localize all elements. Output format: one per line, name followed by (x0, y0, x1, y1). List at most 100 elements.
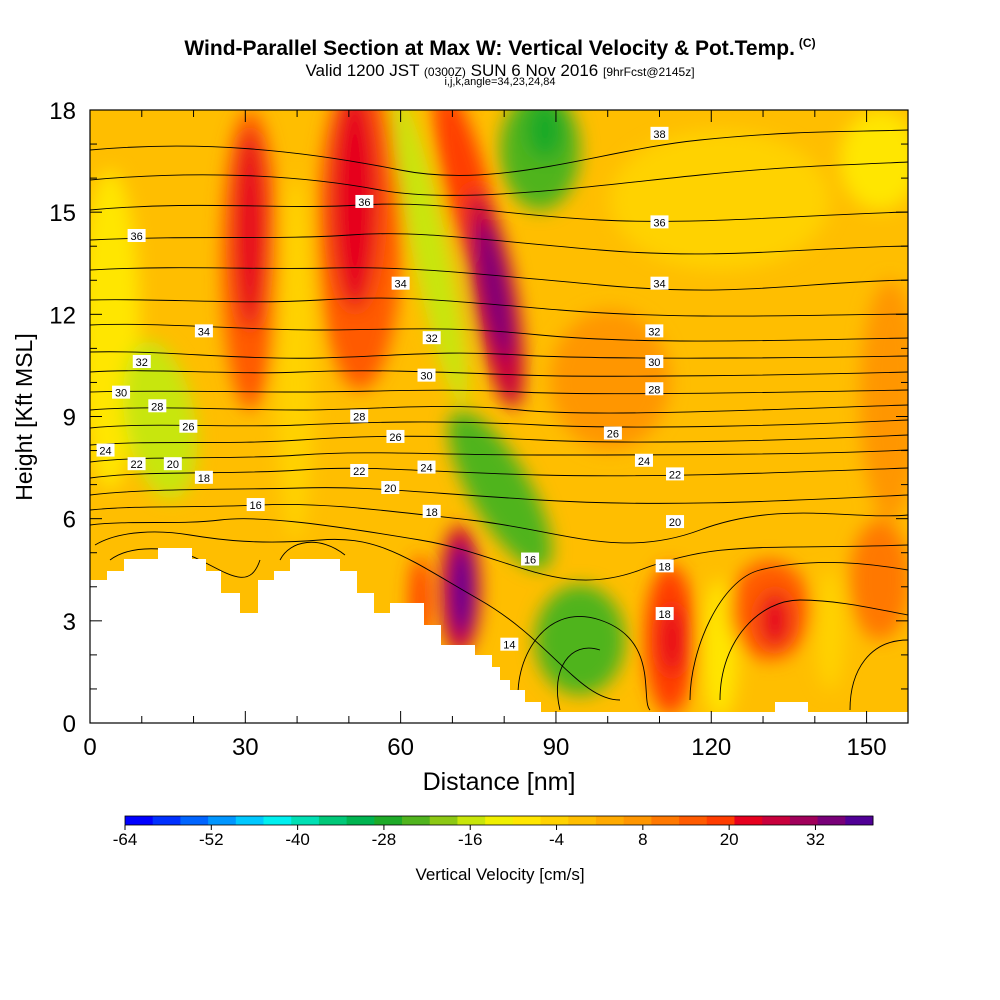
colorbar-swatch (706, 816, 735, 825)
theta-label: 36 (650, 215, 669, 229)
x-tick-label: 120 (691, 734, 731, 761)
colorbar-swatch (595, 816, 625, 825)
svg-text:28: 28 (151, 401, 163, 413)
svg-text:32: 32 (136, 357, 148, 369)
y-tick-label: 6 (63, 507, 76, 534)
svg-text:30: 30 (115, 388, 127, 400)
theta-contour-labels: 36 36 36 38 34 34 34 32 32 32 30 30 30 28 28 28 26 26 26 24… (96, 126, 685, 652)
svg-text:28: 28 (353, 412, 365, 424)
svg-text:28: 28 (648, 384, 660, 396)
theta-label: 32 (422, 331, 441, 345)
svg-text:18: 18 (659, 609, 671, 621)
x-tick-label: 0 (83, 734, 96, 761)
svg-text:14: 14 (503, 640, 515, 652)
colorbar-tick-label: 32 (806, 830, 825, 849)
theta-label: 36 (355, 194, 374, 209)
theta-label: 26 (603, 426, 622, 441)
chart-subtitle: Valid 1200 JST (0300Z) SUN 6 Nov 2016 [9… (0, 61, 1000, 81)
svg-text:16: 16 (524, 555, 536, 567)
theta-label: 18 (422, 504, 441, 519)
x-tick-label: 90 (543, 734, 570, 761)
theta-label: 24 (417, 460, 436, 475)
colorbar-tick-label: 8 (638, 830, 647, 849)
y-tick-label: 0 (63, 711, 76, 738)
terrain-mask (90, 548, 908, 723)
colorbar-tick-label: -52 (199, 830, 224, 849)
subtitle-date: SUN 6 Nov 2016 (470, 61, 599, 80)
svg-text:36: 36 (130, 231, 142, 243)
y-tick-label: 18 (49, 98, 76, 125)
y-tick-label: 15 (49, 200, 76, 227)
svg-text:20: 20 (669, 517, 681, 529)
colorbar-swatch (152, 816, 181, 825)
svg-text:16: 16 (250, 500, 262, 512)
svg-text:30: 30 (420, 371, 432, 383)
svg-text:22: 22 (353, 466, 365, 478)
theta-label: 14 (500, 637, 519, 652)
colorbar-swatch (457, 816, 486, 825)
colorbar-swatch (402, 816, 431, 825)
theta-label: 32 (645, 324, 664, 338)
theta-label: 32 (132, 355, 151, 369)
theta-label: 28 (148, 399, 167, 413)
colorbar-swatch (817, 816, 846, 825)
theta-label: 34 (391, 276, 410, 291)
svg-text:18: 18 (198, 473, 210, 485)
colorbar-swatch (235, 816, 265, 825)
colorbar-swatch (180, 816, 209, 825)
colorbar-swatch (845, 816, 874, 825)
chart-title: Wind-Parallel Section at Max W: Vertical… (184, 36, 816, 60)
colorbar-swatch (374, 816, 403, 825)
colorbar-tick-label: -64 (113, 830, 138, 849)
theta-label: 18 (655, 607, 674, 621)
colorbar-tick-label: -40 (285, 830, 310, 849)
theta-label: 22 (666, 467, 685, 481)
colorbar-tick-label: -28 (372, 830, 397, 849)
colorbar-swatch (318, 816, 348, 825)
colorbar-swatch (125, 816, 154, 825)
svg-text:32: 32 (648, 326, 660, 338)
colorbar-swatch (346, 816, 375, 825)
theta-label: 28 (645, 382, 664, 396)
y-axis-label: Height [Kft MSL] (11, 333, 37, 500)
colorbar-swatch (651, 816, 680, 825)
colorbar-swatch (512, 816, 542, 825)
svg-text:32: 32 (426, 333, 438, 345)
colorbar-swatch (291, 816, 320, 825)
title-mark: (C) (798, 36, 816, 50)
theta-label: 20 (381, 481, 400, 495)
svg-text:26: 26 (389, 432, 401, 444)
svg-text:18: 18 (426, 507, 438, 519)
theta-label: 24 (96, 443, 115, 458)
svg-text:30: 30 (648, 357, 660, 369)
theta-label: 30 (417, 368, 436, 383)
colorbar-swatch (679, 816, 708, 825)
svg-text:34: 34 (653, 279, 665, 291)
colorbar-swatch (208, 816, 237, 825)
colorbar-swatch (540, 816, 569, 825)
colorbar-ticks: -64 -52 -40 -28 -16 -4 8 20 32 (113, 825, 825, 849)
colorbar-swatch (762, 816, 791, 825)
svg-text:34: 34 (198, 326, 210, 338)
theta-label: 16 (246, 498, 265, 512)
theta-label: 20 (163, 457, 182, 471)
svg-text:34: 34 (395, 279, 407, 291)
colorbar-swatch (789, 816, 819, 825)
colorbar-swatch (568, 816, 597, 825)
svg-text:24: 24 (420, 463, 432, 475)
theta-label: 20 (666, 515, 685, 529)
y-tick-label: 3 (63, 609, 76, 636)
theta-label: 18 (194, 470, 213, 485)
theta-label: 22 (127, 457, 146, 471)
subtitle-forecast: [9hrFcst@2145z] (602, 65, 695, 79)
x-tick-label: 30 (232, 734, 259, 761)
colorbar-label: Vertical Velocity [cm/s] (415, 865, 584, 884)
svg-text:36: 36 (653, 217, 665, 229)
colorbar-swatch (734, 816, 763, 825)
svg-text:26: 26 (607, 429, 619, 441)
theta-label: 34 (650, 276, 669, 291)
svg-text:22: 22 (669, 469, 681, 481)
subtitle-valid: Valid 1200 JST (305, 61, 420, 80)
y-tick-label: 9 (63, 405, 76, 432)
